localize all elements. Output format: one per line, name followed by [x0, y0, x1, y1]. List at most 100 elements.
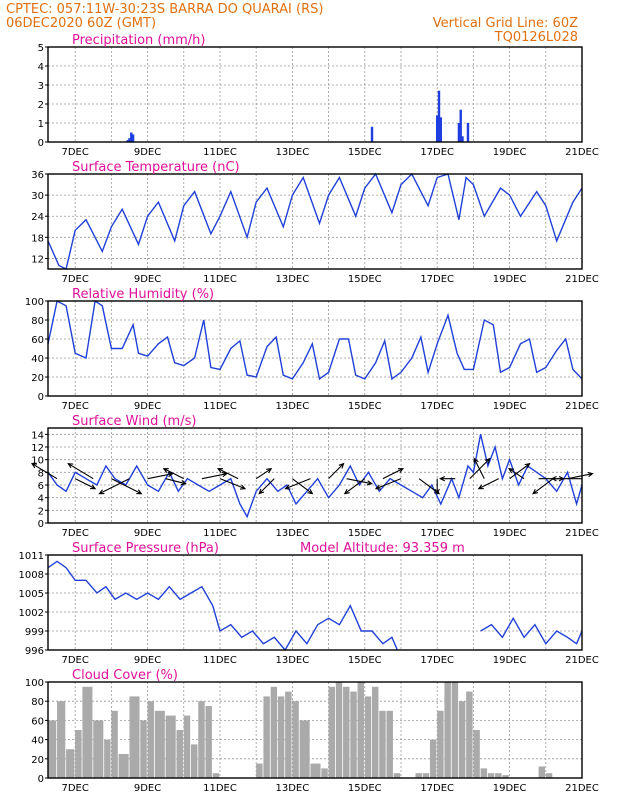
wind-vector-arrow [74, 478, 97, 490]
cloud-bar [129, 696, 140, 778]
x-tick-label: 9DEC [134, 528, 161, 539]
model-altitude-note: Model Altitude: 93.359 m [300, 541, 465, 556]
cloud-bar [328, 686, 336, 778]
x-tick-label: 15DEC [348, 783, 382, 794]
wind-vector-arrow [374, 478, 402, 490]
wind-vector-arrow [343, 478, 366, 495]
x-tick-label: 19DEC [493, 528, 527, 539]
wind-vector-arrow [567, 471, 594, 480]
y-tick-label: 100 [25, 297, 44, 308]
cloud-bar [263, 696, 270, 778]
precip-bar [439, 117, 443, 142]
cloud-bar [379, 710, 386, 778]
wind-panel: 0 24 6 810 12 14 7DEC 9DEC 11DEC 13DEC 15DEC 17DEC 1… [30, 414, 599, 539]
cloud-bar [93, 720, 104, 778]
temp-panel: 12 18 24 30 36 7DEC 9DEC 11DEC 13DEC 15DEC 17DEC 19… [31, 160, 599, 285]
cloud-bar [495, 773, 502, 778]
cloud-bar [256, 763, 263, 778]
x-tick-label: 11DEC [203, 783, 237, 794]
cloud-bar [473, 730, 480, 778]
pres-frame [47, 554, 583, 651]
cloud-bar [165, 715, 176, 778]
wind-vector-arrow [292, 478, 314, 495]
y-tick-label: 40 [31, 736, 44, 747]
cloud-bar [140, 720, 147, 778]
pres-title: Surface Pressure (hPa) [72, 541, 219, 556]
cloud-bar [147, 701, 154, 778]
wind-vector-arrow [508, 467, 525, 480]
precip-bar [131, 134, 135, 142]
y-tick-label: 0 [38, 774, 44, 785]
y-tick-label: 2 [38, 100, 44, 111]
y-tick-label: 1002 [19, 608, 44, 619]
y-tick-label: 80 [31, 316, 44, 327]
cloud-bar [422, 773, 430, 778]
x-tick-label: 21DEC [565, 274, 599, 285]
precip-bar [126, 140, 129, 142]
y-tick-label: 8 [38, 468, 44, 479]
x-tick-label: 17DEC [420, 401, 454, 412]
y-tick-label: 12 [31, 254, 44, 265]
precip-bar [466, 123, 470, 142]
cloud-bar [285, 691, 292, 778]
y-tick-label: 0 [38, 138, 44, 149]
precip-bar [461, 136, 464, 142]
x-tick-label: 11DEC [203, 528, 237, 539]
x-tick-label: 13DEC [276, 401, 310, 412]
cloud-title: Cloud Cover (%) [72, 668, 178, 683]
wind-vector-arrow [473, 457, 485, 479]
wind-vector-arrow [67, 463, 94, 480]
cloud-bar [277, 696, 285, 778]
cloud-bar [191, 744, 198, 778]
cloud-bar [183, 715, 191, 778]
y-tick-label: 3 [38, 81, 44, 92]
wind-vector-arrow [255, 467, 273, 480]
cloud-bar [466, 691, 473, 778]
y-tick-label: 4 [38, 62, 44, 73]
y-tick-label: 0 [38, 519, 44, 530]
header-station: CPTEC: 057:11W-30:23S BARRA DO QUARAI (R… [6, 2, 323, 17]
header-model-code: TQ0126L028 [494, 30, 578, 45]
y-tick-label: 100 [25, 678, 44, 689]
cloud-bar [429, 739, 437, 778]
x-tick-label: 19DEC [493, 274, 527, 285]
y-tick-label: 2 [38, 506, 44, 517]
wind-frame [47, 427, 583, 524]
y-tick-label: 996 [25, 646, 44, 657]
cloud-bar [386, 710, 393, 778]
y-tick-label: 18 [31, 233, 44, 244]
x-tick-label: 13DEC [276, 274, 310, 285]
cloud-bar [335, 682, 343, 778]
x-tick-label: 9DEC [134, 655, 161, 666]
x-tick-label: 21DEC [565, 528, 599, 539]
wind-vector-arrow [201, 471, 229, 480]
x-tick-label: 21DEC [565, 783, 599, 794]
cloud-bar [538, 766, 545, 778]
y-tick-label: 1008 [19, 570, 44, 581]
x-tick-label: 7DEC [61, 274, 88, 285]
cloud-bar [310, 763, 321, 778]
wind-vector-arrow [219, 478, 247, 490]
wind-title: Surface Wind (m/s) [72, 414, 196, 429]
y-tick-label: 5 [38, 43, 44, 54]
cloud-bar [372, 686, 379, 778]
cloud-bar [357, 682, 364, 778]
temp-series-line [47, 172, 583, 271]
y-tick-label: 80 [31, 697, 44, 708]
temp-frame [47, 173, 583, 270]
wind-vector-arrow [509, 462, 531, 480]
y-tick-label: 4 [38, 494, 44, 505]
x-tick-label: 11DEC [203, 401, 237, 412]
x-tick-label: 11DEC [203, 147, 237, 158]
temp-title: Surface Temperature (nC) [72, 160, 240, 175]
x-tick-label: 17DEC [420, 783, 454, 794]
x-tick-label: 15DEC [348, 274, 382, 285]
cloud-bar [299, 720, 310, 778]
x-tick-label: 11DEC [203, 655, 237, 666]
precip-bar [457, 123, 461, 142]
y-tick-label: 6 [38, 481, 44, 492]
cloud-bar [393, 773, 401, 778]
precip-bar [437, 90, 441, 142]
cloud-bar [48, 720, 57, 778]
